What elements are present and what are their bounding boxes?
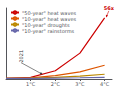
svg-text:"10-year" rainstorms: "10-year" rainstorms — [22, 28, 75, 35]
svg-text:"10-year" droughts: "10-year" droughts — [22, 21, 70, 28]
svg-text:4°C: 4°C — [100, 81, 110, 87]
svg-text:2°C: 2°C — [51, 81, 61, 87]
svg-text:"50-year" heat waves: "50-year" heat waves — [22, 9, 77, 16]
svg-text:3°C: 3°C — [75, 81, 85, 87]
svg-text:"10-year" heat waves: "10-year" heat waves — [22, 15, 77, 22]
svg-text:2021: 2021 — [18, 50, 24, 63]
svg-text:56x: 56x — [104, 5, 115, 11]
svg-text:1°C: 1°C — [26, 81, 36, 87]
